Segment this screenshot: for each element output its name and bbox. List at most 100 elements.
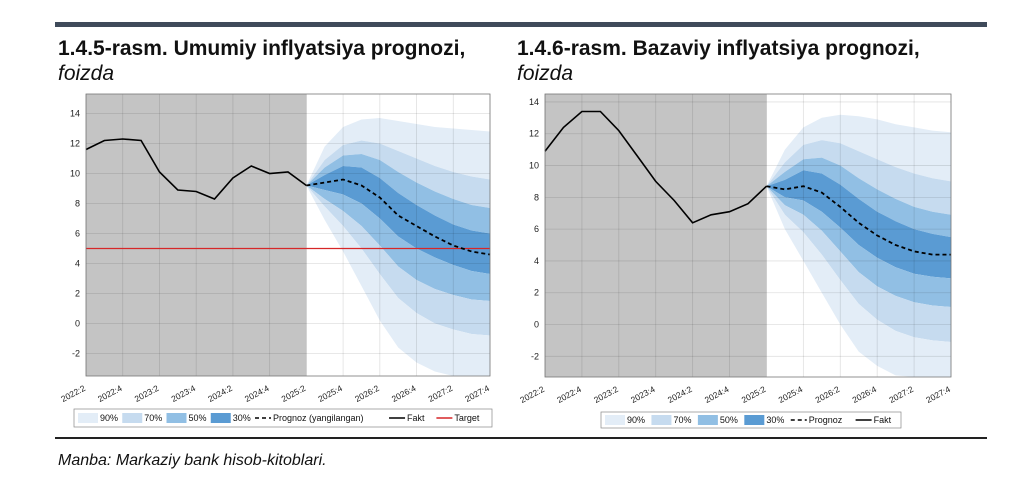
legend-left: 90% 70% 50% 30% Prognoz (yangilangan) Fakt Tar… <box>73 408 493 428</box>
y-tick-label: 0 <box>75 319 80 329</box>
source-note: Manba: Markaziy bank hisob-kitoblari. <box>58 452 327 469</box>
y-tick-label: 12 <box>529 129 539 139</box>
fan-band-50-upper <box>766 157 951 238</box>
fan-band-70-lower <box>766 186 951 342</box>
fan-chart <box>766 114 951 377</box>
legend-label: 70% <box>144 413 162 423</box>
fakt-line <box>544 110 768 224</box>
x-tick-label: 2023:4 <box>629 384 657 405</box>
header-bar <box>55 22 987 27</box>
fan-band-30 <box>306 166 490 274</box>
x-tick-label: 2024:4 <box>243 383 271 404</box>
y-tick-label: 14 <box>529 97 539 107</box>
fan-chart <box>306 118 490 376</box>
prognoz-line <box>306 178 491 256</box>
fan-band-90-upper <box>306 118 490 186</box>
x-tick-label: 2022:2 <box>59 383 87 404</box>
prognoz-line <box>766 185 951 256</box>
x-tick-label: 2025:4 <box>316 383 344 404</box>
legend-swatch-50 <box>166 413 187 423</box>
x-tick-label: 2027:2 <box>887 384 915 405</box>
legend-label: Fakt <box>874 415 892 425</box>
x-tick-label: 2025:4 <box>777 384 805 405</box>
y-tick-label: 12 <box>70 139 80 149</box>
x-tick-label: 2026:2 <box>814 384 842 405</box>
fact-period-shading <box>86 94 307 376</box>
legend-label: Target <box>454 413 480 423</box>
legend-swatch-90 <box>78 413 98 423</box>
y-tick-label: 6 <box>75 229 80 239</box>
x-tick-label: 2022:4 <box>96 383 124 404</box>
x-tick-label: 2027:4 <box>924 384 952 405</box>
x-tick-label: 2022:4 <box>555 384 583 405</box>
chart-title-right-main: 1.4.6-rasm. Bazaviy inflyatsiya prognozi <box>517 37 914 60</box>
chart-title-right: 1.4.6-rasm. Bazaviy inflyatsiya prognozi… <box>517 37 920 85</box>
legend-label: 90% <box>627 415 645 425</box>
chart-title-right-unit: foizda <box>517 62 574 85</box>
x-tick-label: 2027:4 <box>463 383 491 404</box>
x-tick-label: 2022:2 <box>518 384 546 405</box>
chart-left: -2 0 2 4 6 8 10 12 14 2022:2 2022:4 2023:2 2023:4 202… <box>59 93 493 428</box>
legend-label: Prognoz (yangilangan) <box>273 413 364 423</box>
y-tick-label: 4 <box>75 259 80 269</box>
legend-label: 30% <box>766 415 784 425</box>
y-tick-label: 10 <box>529 161 539 171</box>
x-tick-label: 2024:2 <box>666 384 694 405</box>
y-tick-label: 8 <box>534 192 539 202</box>
x-tick-label: 2026:2 <box>353 383 381 404</box>
fan-band-90-lower <box>766 186 951 377</box>
plot-frame <box>85 93 491 377</box>
y-tick-label: 6 <box>534 224 539 234</box>
fan-band-70-upper <box>306 140 490 208</box>
y-tick-label: 2 <box>534 288 539 298</box>
legend-swatch-90 <box>605 415 625 425</box>
chart-right: -2 0 2 4 6 8 10 12 14 2022:2 2022:4 2023:2 2023:4 202… <box>518 93 952 429</box>
y-tick-label: -2 <box>531 351 539 361</box>
legend-swatch-70 <box>122 413 143 423</box>
fakt-line <box>85 138 307 200</box>
y-tick-label: -2 <box>72 349 80 359</box>
y-tick-label: 8 <box>75 199 80 209</box>
y-tick-label: 14 <box>70 109 80 119</box>
x-tick-label: 2026:4 <box>390 383 418 404</box>
legend-swatch-30 <box>210 413 231 423</box>
y-tick-label: 4 <box>534 256 539 266</box>
fan-band-50-lower <box>306 185 490 301</box>
legend-label: Prognoz <box>809 415 843 425</box>
x-tick-label: 2025:2 <box>740 384 768 405</box>
y-tick-label: 2 <box>75 289 80 299</box>
x-tick-label: 2024:2 <box>206 383 234 404</box>
x-tick-label: 2024:4 <box>703 384 731 405</box>
legend-right: 90% 70% 50% 30% Prognoz Fakt <box>600 411 902 429</box>
fan-band-70-lower <box>306 185 490 336</box>
legend-swatch-30 <box>744 415 765 425</box>
legend-swatch-70 <box>651 415 672 425</box>
fan-band-90-upper <box>766 114 951 187</box>
x-tick-label: 2023:4 <box>169 383 197 404</box>
plot-frame <box>544 93 952 378</box>
fact-period-shading <box>545 94 767 377</box>
fan-band-50-lower <box>766 186 951 307</box>
y-tick-label: 10 <box>70 169 80 179</box>
chart-title-left: 1.4.5-rasm. Umumiy inflyatsiya prognozi,… <box>58 37 466 85</box>
legend-label: Fakt <box>407 413 425 423</box>
legend-label: 70% <box>673 415 691 425</box>
legend-label: 50% <box>720 415 738 425</box>
fan-band-30 <box>766 170 951 279</box>
legend-label: 90% <box>100 413 118 423</box>
x-tick-label: 2023:2 <box>592 384 620 405</box>
legend-swatch-50 <box>697 415 718 425</box>
x-tick-label: 2026:4 <box>850 384 878 405</box>
footer-rule <box>55 437 987 439</box>
fan-band-50-upper <box>306 154 490 234</box>
x-tick-label: 2025:2 <box>280 383 308 404</box>
fan-band-90-lower <box>306 185 490 376</box>
x-tick-label: 2027:2 <box>427 383 455 404</box>
legend-label: 30% <box>233 413 251 423</box>
chart-title-left-unit: foizda <box>58 62 115 85</box>
y-tick-label: 0 <box>534 320 539 330</box>
fan-band-70-upper <box>766 140 951 215</box>
x-tick-label: 2023:2 <box>133 383 161 404</box>
chart-title-left-main: 1.4.5-rasm. Umumiy inflyatsiya prognozi <box>58 37 460 60</box>
